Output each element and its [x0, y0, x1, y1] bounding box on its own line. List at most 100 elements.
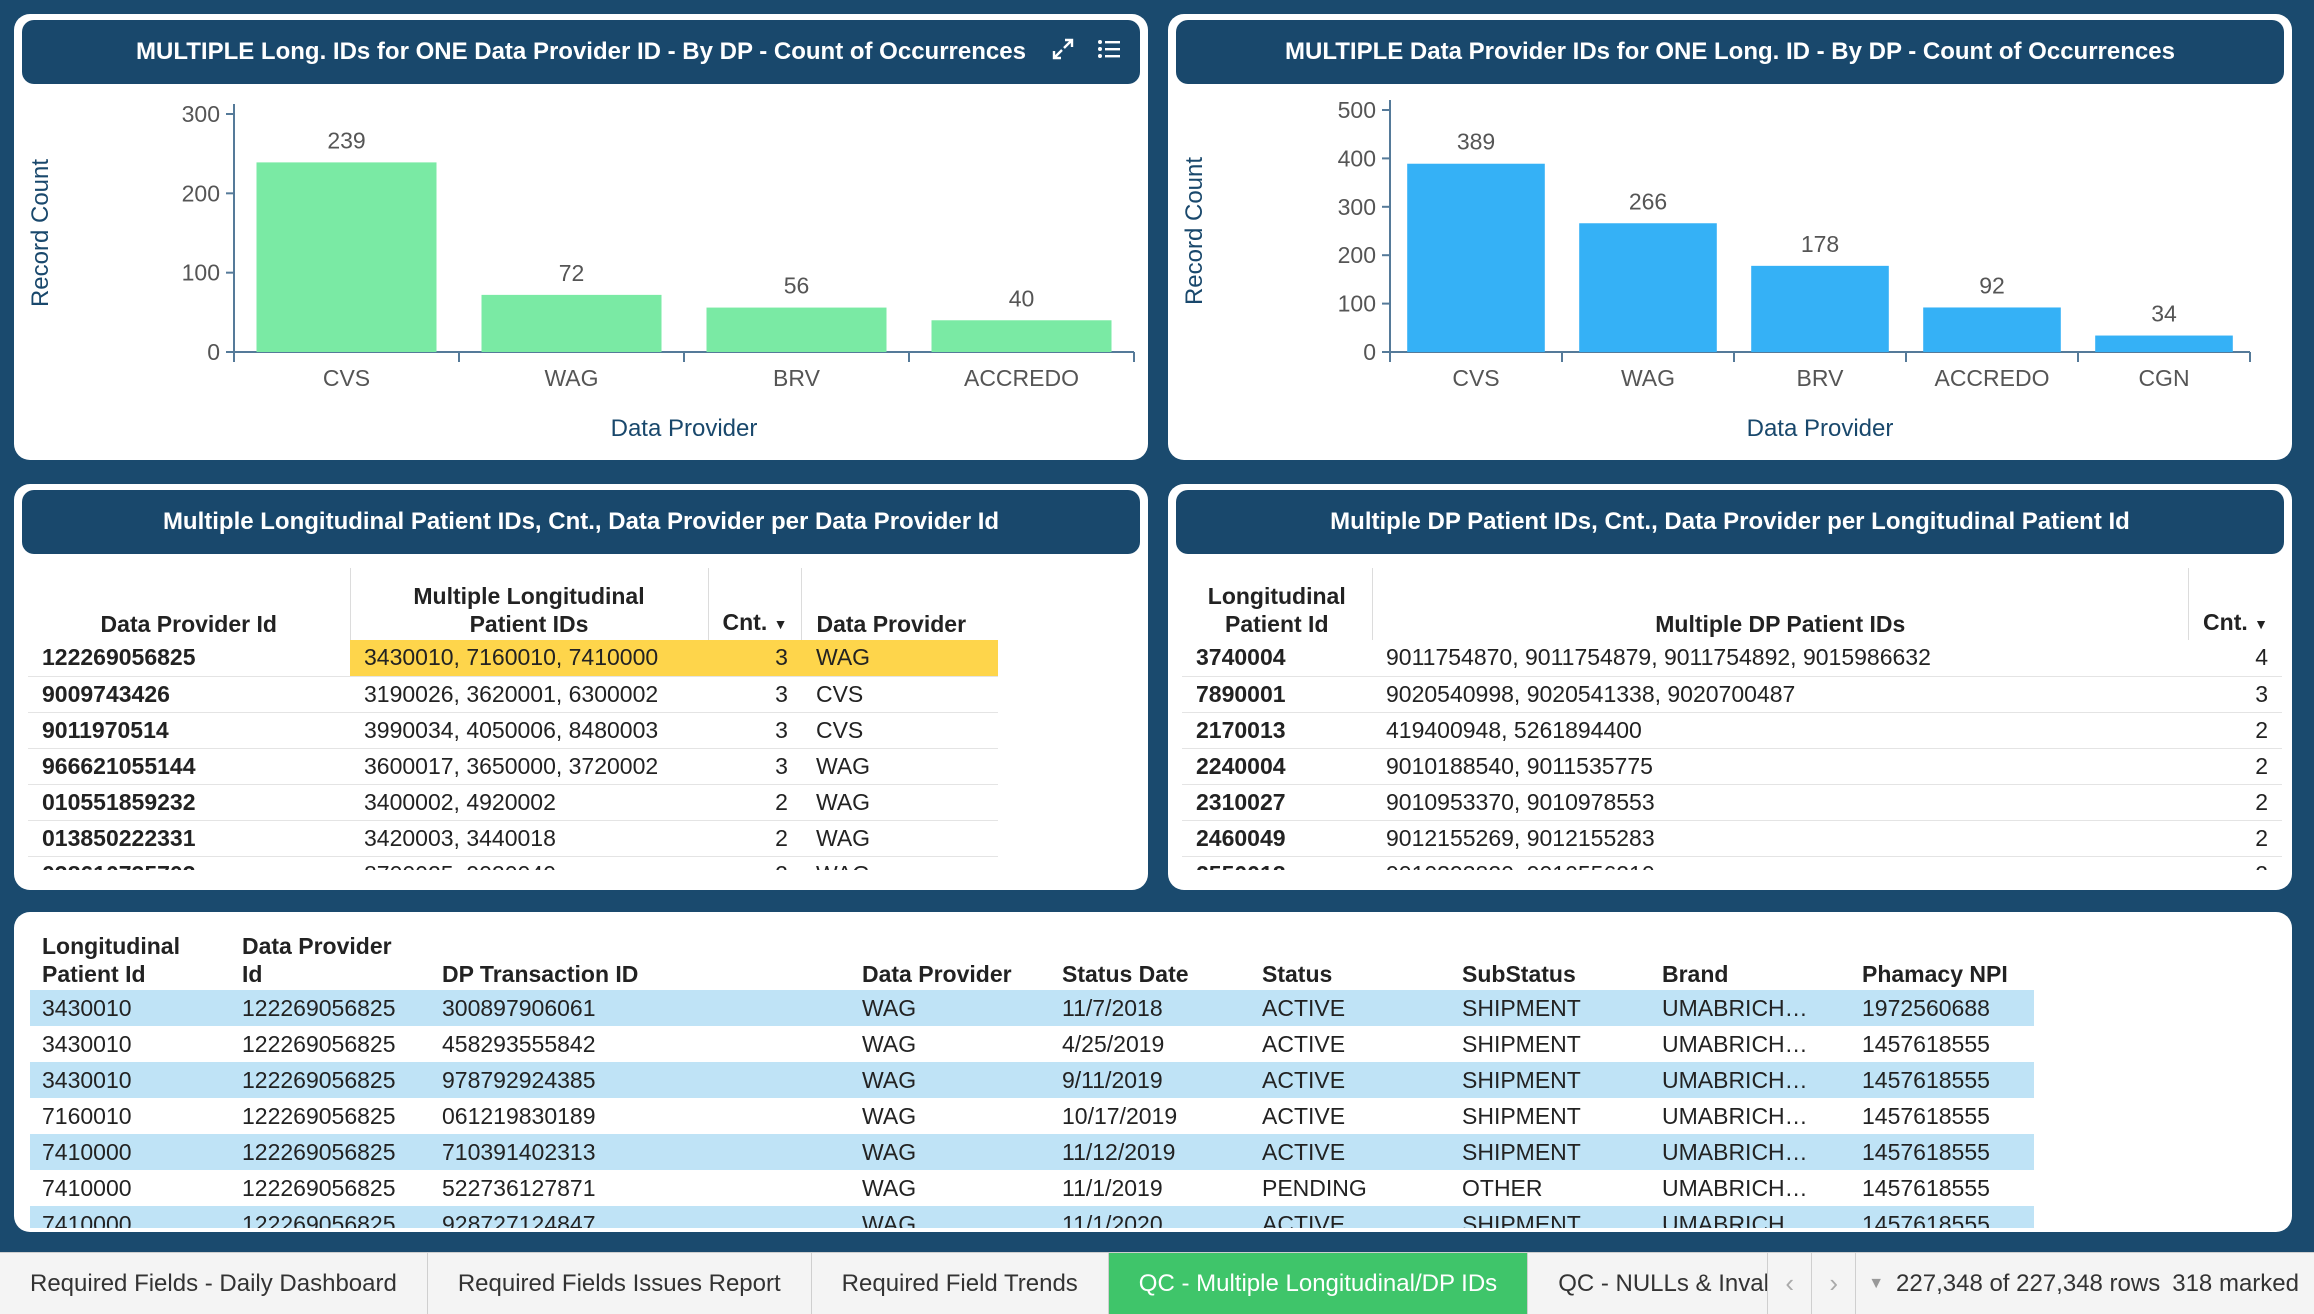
tab-required-fields-daily-dashboard[interactable]: Required Fields - Daily Dashboard — [0, 1253, 428, 1314]
sort-desc-icon[interactable]: ▼ — [773, 616, 788, 632]
chevron-right-icon[interactable]: › — [1812, 1253, 1857, 1314]
table-row[interactable]: 2170013 419400948, 5261894400 2 — [1182, 712, 2282, 749]
table-scroll-area[interactable]: Longitudinal Patient Id Data Provider Id D… — [30, 930, 2292, 1228]
col-header-cnt[interactable]: Cnt. ▼ — [2188, 568, 2282, 640]
col-header-longitudinal-patient-id[interactable]: Longitudinal Patient Id — [42, 933, 180, 987]
col-header-brand[interactable]: Brand — [1662, 961, 1729, 987]
x-tick-label: ACCREDO — [964, 365, 1079, 391]
cell-data-provider-id: 9011970514 — [28, 712, 350, 749]
cell-substatus: SHIPMENT — [1450, 990, 1650, 1026]
table-row[interactable]: 010551859232 3400002, 4920002 2 WAG — [28, 784, 998, 821]
bar-wag[interactable] — [481, 294, 662, 352]
bar-cgn[interactable] — [2095, 335, 2233, 352]
col-header-multiple-dp-patient-ids[interactable]: Multiple DP Patient IDs — [1371, 568, 2189, 640]
tab-qc-multiple-ids[interactable]: QC - Multiple Longitudinal/DP IDs — [1108, 1253, 1529, 1314]
table-row[interactable]: 013850222331 3420003, 3440018 2 WAG — [28, 820, 998, 857]
cell-cnt: 2 — [2188, 820, 2282, 857]
table-row[interactable]: 966621055144 3600017, 3650000, 3720002 3 WA… — [28, 748, 998, 785]
table-row[interactable]: 3740004 9011754870, 9011754879, 901175489… — [1182, 640, 2282, 677]
bar-cvs[interactable] — [256, 162, 437, 352]
cell-dp-transaction-id: 522736127871 — [442, 1174, 596, 1201]
y-tick-label: 0 — [1363, 339, 1376, 365]
y-axis-label: Record Count — [27, 159, 54, 307]
marked-count: 318 marked — [2172, 1269, 2299, 1297]
cell-status: ACTIVE — [1250, 1062, 1450, 1098]
cell-substatus: SHIPMENT — [1450, 1134, 1650, 1170]
bar-accredo[interactable] — [1923, 307, 2061, 352]
cell-multiple-longitudinal-ids: 3420003, 3440018 — [350, 820, 708, 857]
cell-data-provider: WAG — [801, 820, 998, 857]
table-row[interactable]: 2240004 9010188540, 9011535775 2 — [1182, 748, 2282, 785]
cell-cnt: 2 — [708, 784, 802, 821]
col-header-longitudinal-patient-id[interactable]: Longitudinal Patient Id — [1207, 583, 1346, 637]
table-row[interactable]: 7160010 122269056825 061219830189 WAG 10/17/… — [30, 1098, 2034, 1134]
col-header-status-date[interactable]: Status Date — [1062, 961, 1189, 987]
data-label: 266 — [1629, 188, 1667, 214]
tab-qc-nulls-invalid[interactable]: QC - NULLs & Invali — [1528, 1253, 1769, 1314]
col-header-pharmacy-npi[interactable]: Phamacy NPI — [1862, 961, 2008, 987]
col-header-data-provider-id[interactable]: Data Provider Id — [242, 933, 392, 987]
cell-longitudinal-patient-id: 3430010 — [30, 990, 230, 1026]
x-tick-label: WAG — [544, 365, 598, 391]
table-row[interactable]: 3430010 122269056825 458293555842 WAG 4/25/2… — [30, 1026, 2034, 1062]
bar-cvs[interactable] — [1407, 163, 1545, 352]
chevron-down-icon[interactable]: ▼ — [1868, 1274, 1885, 1292]
bar-brv[interactable] — [706, 307, 887, 352]
table-row[interactable]: 7410000 122269056825 522736127871 WAG 11/1/2… — [30, 1170, 2034, 1206]
cell-pharmacy-npi: 1457618555 — [1862, 1174, 1990, 1201]
cell-status: ACTIVE — [1262, 1102, 1346, 1129]
cell-pharmacy-npi: 1457618555 — [1850, 1134, 2034, 1170]
chart-title: MULTIPLE Long. IDs for ONE Data Provider… — [136, 38, 1026, 65]
table-row[interactable]: 9011970514 3990034, 4050006, 8480003 3 CVS — [28, 712, 998, 749]
col-header-status[interactable]: Status — [1262, 961, 1333, 987]
cell-multiple-dp-patient-ids: 9010393820, 9010556210 — [1372, 856, 2189, 870]
list-menu-icon[interactable] — [1096, 36, 1122, 69]
table-row[interactable]: 7410000 122269056825 928727124847 WAG 11/1/2… — [30, 1206, 2034, 1228]
tab-required-fields-issues-report[interactable]: Required Fields Issues Report — [428, 1253, 812, 1314]
table-row[interactable]: 7890001 9020540998, 9020541338, 902070048… — [1182, 676, 2282, 713]
cell-multiple-longitudinal-ids: 3190026, 3620001, 6300002 — [350, 676, 708, 713]
table-row[interactable]: 122269056825 3430010, 7160010, 7410000 3 WA… — [28, 640, 998, 677]
col-header-multiple-longitudinal[interactable]: Multiple Longitudinal Patient IDs — [349, 568, 708, 640]
cell-longitudinal-patient-id: 2460049 — [1182, 820, 1372, 857]
table-title: Multiple DP Patient IDs, Cnt., Data Prov… — [1330, 508, 2130, 535]
cell-multiple-longitudinal-ids: 3990034, 4050006, 8480003 — [350, 712, 708, 749]
col-header-data-provider[interactable]: Data Provider — [862, 961, 1012, 987]
col-header-data-provider[interactable]: Data Provider — [801, 568, 998, 640]
table-row[interactable]: 2310027 9010953370, 9010978553 2 — [1182, 784, 2282, 821]
col-header-data-provider-id[interactable]: Data Provider Id — [100, 611, 277, 637]
y-tick-label: 400 — [1338, 145, 1376, 171]
col-header-dp-transaction-id[interactable]: DP Transaction ID — [442, 961, 639, 987]
table-row[interactable]: 7410000 122269056825 710391402313 WAG 11/12/… — [30, 1134, 2034, 1170]
bar-accredo[interactable] — [931, 320, 1112, 352]
table-panel-dp-ids: Multiple DP Patient IDs, Cnt., Data Prov… — [1168, 484, 2292, 890]
cell-status: ACTIVE — [1250, 1134, 1450, 1170]
col-header-cnt[interactable]: Cnt. ▼ — [707, 568, 802, 640]
data-label: 56 — [784, 273, 810, 299]
table-row[interactable]: 3430010 122269056825 978792924385 WAG 9/11/2… — [30, 1062, 2034, 1098]
chevron-left-icon[interactable]: ‹ — [1768, 1253, 1813, 1314]
cell-status-date: 11/12/2019 — [1050, 1134, 1250, 1170]
bar-brv[interactable] — [1751, 265, 1889, 352]
x-tick-label: ACCREDO — [1934, 365, 2049, 391]
cell-multiple-longitudinal-ids: 3400002, 4920002 — [350, 784, 708, 821]
cell-cnt: 3 — [2188, 676, 2282, 713]
table-scroll-area[interactable]: Data Provider Id Multiple Longitudinal Pa… — [28, 568, 1148, 870]
tab-required-field-trends[interactable]: Required Field Trends — [812, 1253, 1109, 1314]
cell-status: ACTIVE — [1250, 1206, 1450, 1228]
sort-desc-icon[interactable]: ▼ — [2254, 616, 2268, 632]
table-row[interactable]: 0386107357038700025, 90200402WAG — [28, 856, 998, 870]
expand-icon[interactable] — [1050, 36, 1076, 69]
table-row[interactable]: 9009743426 3190026, 3620001, 6300002 3 CVS — [28, 676, 998, 713]
table-row[interactable]: 3430010 122269056825 300897906061 WAG 11/7/2… — [30, 990, 2034, 1026]
col-header-substatus[interactable]: SubStatus — [1462, 961, 1576, 987]
cell-multiple-dp-patient-ids: 419400948, 5261894400 — [1372, 712, 2189, 749]
bar-wag[interactable] — [1579, 223, 1717, 352]
cell-status: ACTIVE — [1262, 1030, 1346, 1057]
cell-brand: UMABRICH… — [1662, 1030, 1808, 1057]
table-row[interactable]: 25500189010393820, 90105562102 — [1182, 856, 2282, 870]
cell-dp-transaction-id: 978792924385 — [430, 1062, 850, 1098]
table-row[interactable]: 2460049 9012155269, 9012155283 2 — [1182, 820, 2282, 857]
cell-data-provider-id: 013850222331 — [28, 820, 350, 857]
table-scroll-area[interactable]: Longitudinal Patient Id Multiple DP Patie… — [1182, 568, 2284, 870]
